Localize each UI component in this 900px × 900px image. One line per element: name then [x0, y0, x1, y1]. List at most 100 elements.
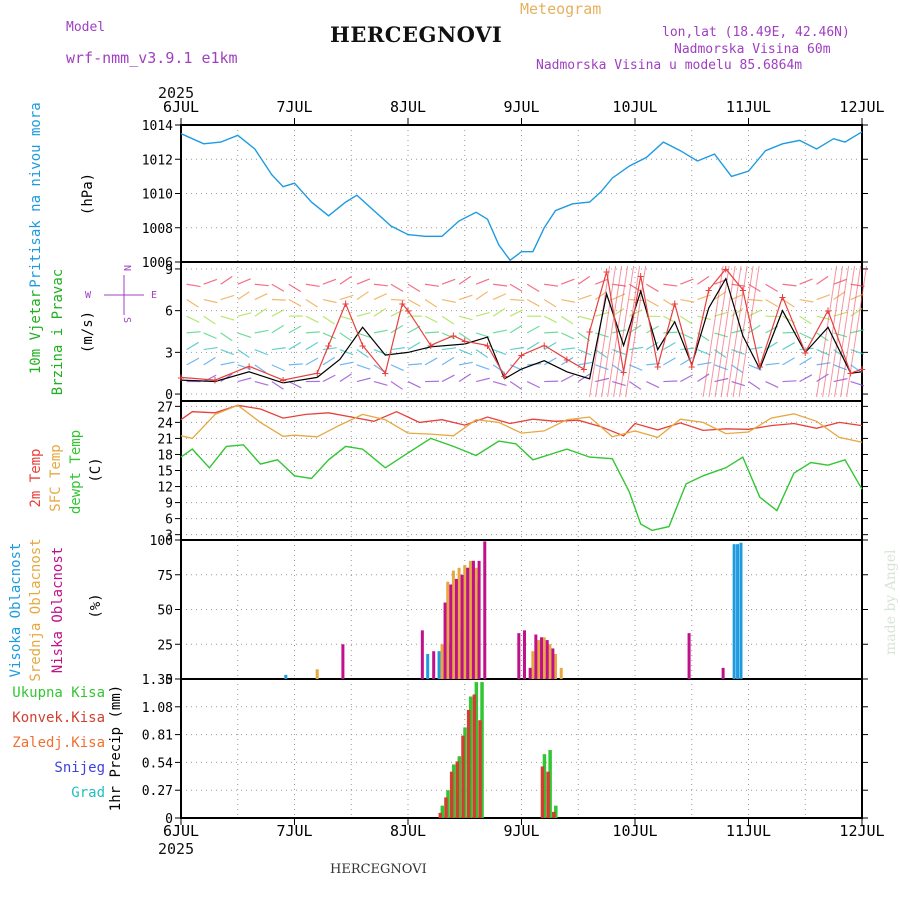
wind-barb [731, 349, 745, 355]
x-tick-label-top: 12JUL [839, 98, 884, 116]
gust-hatch [702, 265, 724, 398]
precip-bar [440, 805, 445, 818]
precip-bar [455, 761, 460, 818]
cloud-bar [440, 644, 444, 679]
watermark: made by Angel [883, 549, 899, 656]
wind-barb [339, 294, 354, 301]
wind-barb [833, 311, 848, 317]
wind-barb [203, 298, 218, 304]
wind-barb [220, 332, 233, 342]
pressure-unit: (hPa) [80, 173, 96, 215]
wind-barb [714, 291, 727, 301]
wind-barb [509, 309, 523, 317]
wind-barb [220, 275, 233, 285]
y-tick-label: 0.27 [142, 784, 173, 799]
compass-s: S [121, 317, 132, 323]
gust-hatch [720, 265, 742, 398]
wind-barb [816, 373, 829, 383]
wind-barb [271, 324, 284, 334]
gust-hatch [738, 265, 760, 398]
wind-barb [475, 377, 490, 383]
gust-marker: + [518, 348, 525, 362]
wind-gust-line [180, 268, 863, 381]
wind-barb [663, 283, 678, 287]
x-tick-label-top: 6JUL [163, 98, 199, 116]
gust-marker: + [359, 338, 366, 352]
wind-barb [237, 312, 252, 317]
wind-barb [816, 332, 829, 342]
temp-2m-line [180, 404, 863, 437]
precip-bar [466, 709, 471, 818]
cloud-bar [528, 667, 532, 679]
wind-barb [782, 342, 795, 351]
cloud-bar [739, 542, 743, 679]
gust-marker: + [325, 338, 332, 352]
wind-barb [322, 374, 336, 383]
wind-barb [220, 294, 235, 301]
wind-barb [577, 275, 591, 285]
wind-barb [203, 356, 216, 366]
precip-legend-item: Konvek.Kisa [12, 710, 105, 726]
wind-barb [254, 308, 267, 317]
gust-hatch [601, 265, 623, 398]
cloud-bar [284, 674, 288, 679]
wind-barb [339, 361, 354, 366]
gust-hatch [625, 265, 647, 398]
wind-barb [254, 283, 269, 287]
precip-bar [548, 750, 552, 818]
gust-marker: + [404, 304, 411, 318]
wind-barb [356, 312, 371, 317]
wind-barb [373, 380, 388, 386]
wind-barb [220, 361, 235, 366]
cloud-bar [437, 651, 441, 679]
y-tick-label: 0.81 [142, 729, 173, 744]
x-tick-label-top: 7JUL [276, 98, 312, 116]
precip-legend-item: Ukupna Kisa [12, 685, 105, 701]
wind-barb [561, 278, 575, 285]
wind-barb [203, 346, 218, 351]
wind-barb [373, 307, 386, 317]
wind-barb [356, 377, 371, 383]
precip-bar [554, 805, 558, 818]
y-tick-label: 1.35 [142, 673, 173, 688]
y-tick-label: 0 [165, 812, 173, 827]
y-tick-label: 9 [165, 263, 173, 278]
wind-barb [475, 332, 490, 338]
wind-barb [697, 275, 710, 285]
wind-barb [799, 278, 813, 285]
wind-barb [356, 278, 371, 285]
wind-barb [748, 309, 762, 317]
lonlat-label: lon,lat (18.49E, 42.46N) [662, 25, 850, 40]
model-name: wrf-nmm_v3.9.1 e1km [66, 49, 238, 67]
gust-marker: + [427, 338, 434, 352]
wind-barb [254, 329, 269, 334]
cloud-bar [426, 653, 430, 679]
wind-barb [526, 380, 541, 389]
wind-barb [322, 278, 337, 285]
wind-barb [560, 332, 575, 340]
gust-hatch [840, 265, 862, 398]
gust-marker: + [739, 283, 746, 297]
wind-barb [424, 299, 438, 308]
precip-bar [552, 811, 556, 818]
wind-barb [322, 298, 337, 304]
gust-marker: + [637, 269, 644, 283]
wind-barb [748, 364, 762, 371]
wind-barb [390, 283, 404, 292]
gust-marker: + [280, 373, 287, 387]
cloud-bar [523, 630, 526, 679]
gust-marker: + [603, 265, 610, 279]
gust-marker: + [245, 359, 252, 373]
y-tick-label: 0 [165, 388, 173, 403]
wind-barb [765, 380, 779, 389]
wind-barb [271, 381, 284, 390]
gust-marker: + [779, 290, 786, 304]
gust-marker: + [382, 366, 389, 380]
wind-barb [510, 298, 525, 302]
gust-marker: + [314, 366, 321, 380]
gust-marker: + [461, 334, 468, 348]
gust-hatch [816, 265, 838, 398]
gust-hatch [828, 265, 850, 398]
wind-barb [629, 309, 643, 317]
